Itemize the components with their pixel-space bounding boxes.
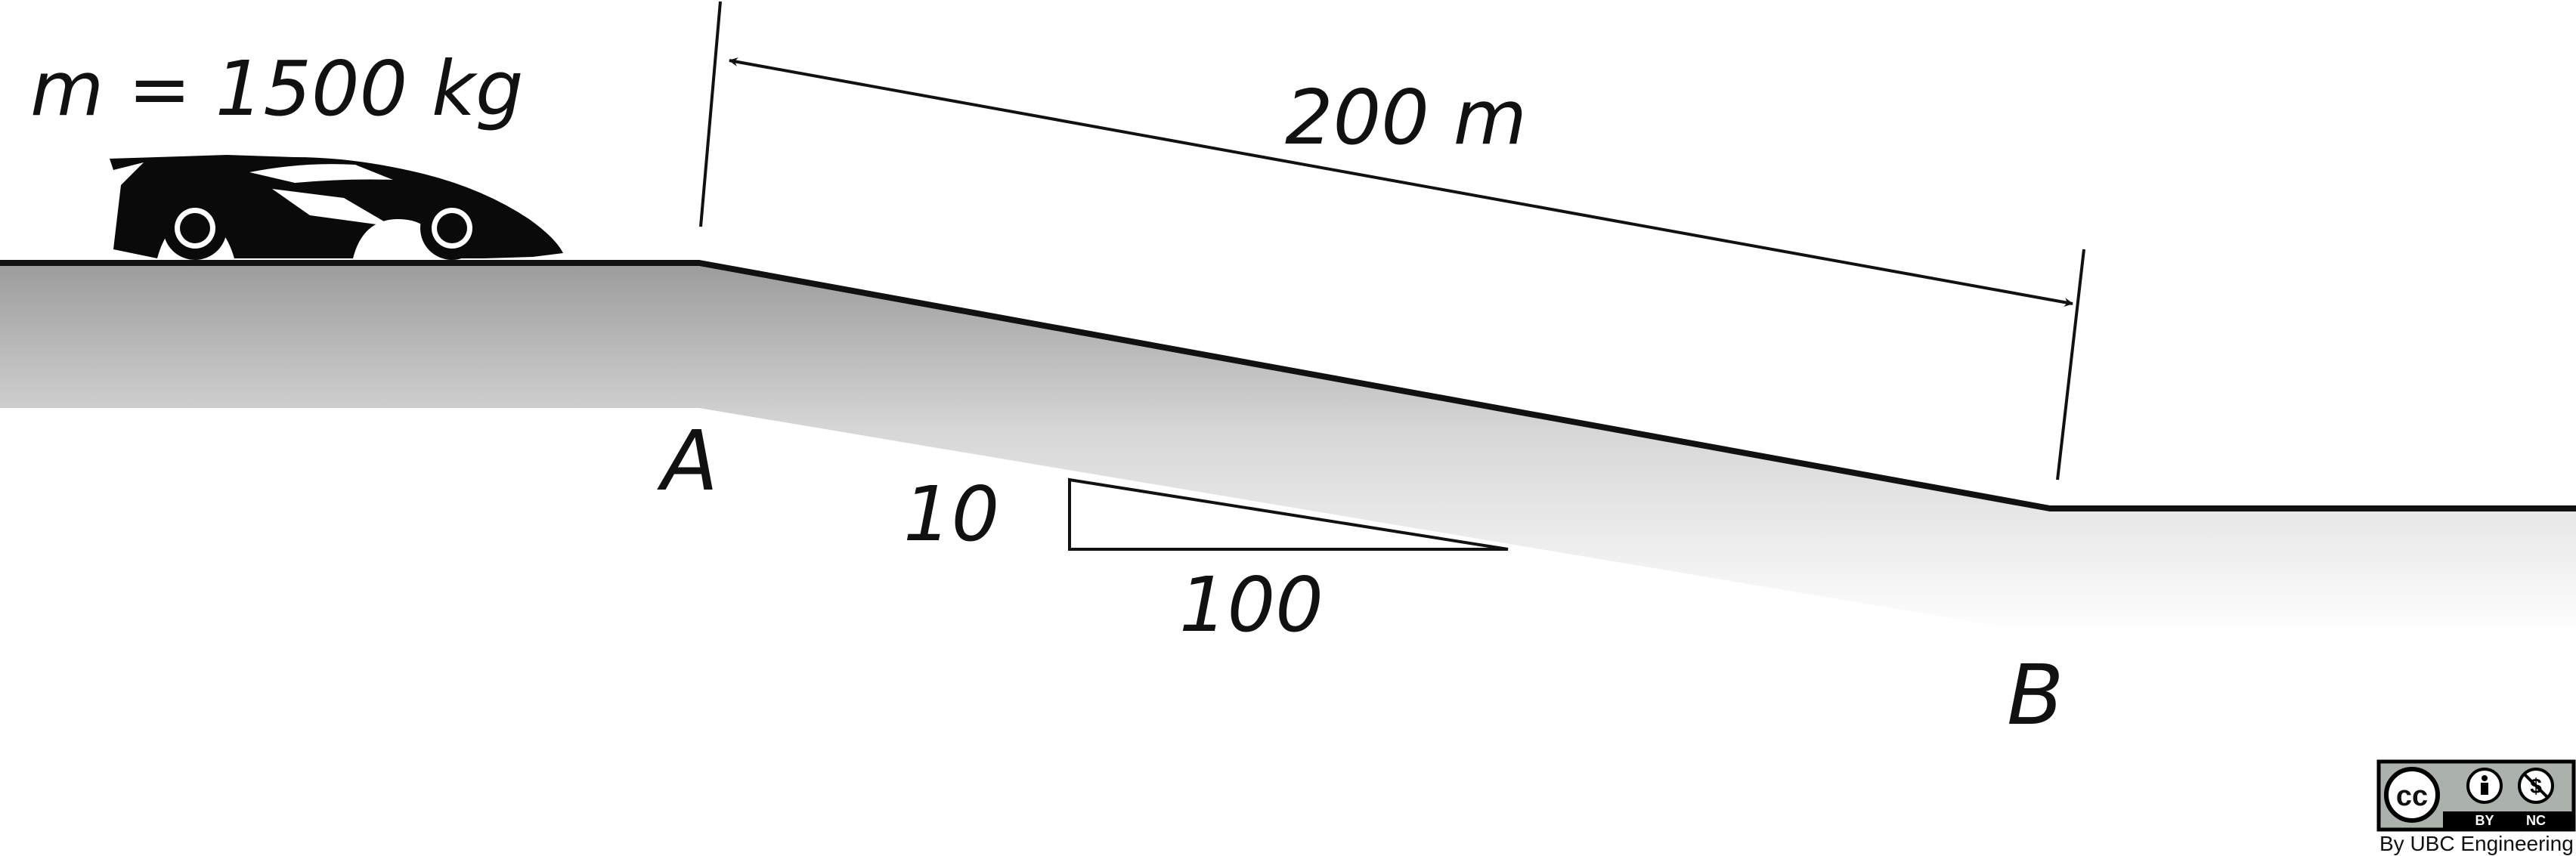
extension-line-b [2056, 249, 2085, 481]
license-credit: By UBC Engineering [2379, 832, 2574, 855]
point-a-label: A [657, 413, 718, 509]
mass-label: m = 1500 kg [30, 45, 523, 133]
noncommercial-icon: $ [2518, 768, 2554, 804]
license-badge: cc $ BY NC [2376, 759, 2576, 832]
car-icon [110, 155, 563, 260]
distance-label: 200 m [1285, 73, 1527, 162]
extension-line-a [699, 1, 722, 227]
attribution-icon [2466, 768, 2503, 804]
ground-shadow [0, 263, 2576, 635]
slope-rise-label: 10 [903, 470, 999, 558]
slope-run-label: 100 [1179, 561, 1324, 649]
license-by-label: BY [2475, 813, 2494, 828]
distance-dimension-arrow [729, 57, 2073, 307]
license-nc-label: NC [2526, 813, 2546, 828]
ground-profile-line [0, 260, 2576, 511]
point-b-label: B [2007, 647, 2064, 743]
cc-icon: cc [2396, 780, 2428, 812]
slope-triangle [1068, 477, 1509, 551]
